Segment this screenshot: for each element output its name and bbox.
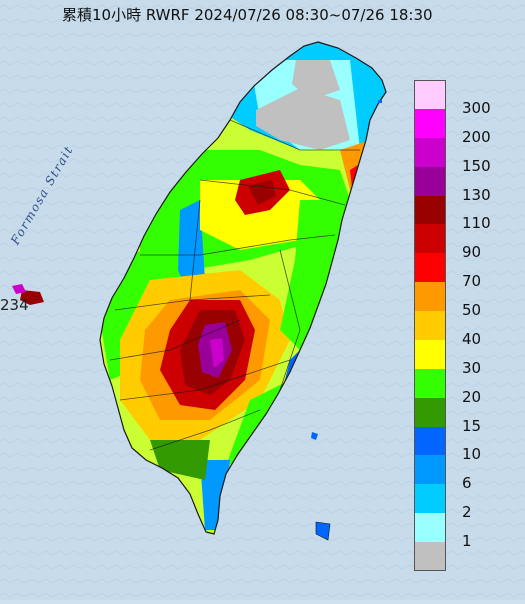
legend-label: 1 xyxy=(462,532,472,551)
legend-label: 20 xyxy=(462,387,482,406)
legend-swatch xyxy=(414,368,446,398)
green-island xyxy=(315,521,331,541)
legend-label: 150 xyxy=(462,156,491,175)
rainfall-legend: 300 200 150 130 110 90 70 50 40 30 20 15 10 6 2 1 xyxy=(412,80,518,571)
legend-label: 90 xyxy=(462,243,482,262)
legend-label: 2 xyxy=(462,503,472,522)
orchid-island xyxy=(311,432,318,440)
legend-swatch xyxy=(414,484,446,514)
legend-swatch xyxy=(414,426,446,456)
offshore-max-value: 234 xyxy=(0,296,29,314)
legend-swatch xyxy=(414,137,446,167)
legend-swatch xyxy=(414,195,446,225)
legend-swatch xyxy=(414,166,446,196)
legend-label: 6 xyxy=(462,474,472,493)
legend-swatch xyxy=(414,108,446,138)
legend-swatch xyxy=(414,311,446,340)
penghu-islands xyxy=(20,290,44,305)
legend-label: 10 xyxy=(462,445,482,464)
legend-label: 50 xyxy=(462,301,482,320)
legend-swatch xyxy=(414,397,446,427)
legend-label: 130 xyxy=(462,185,491,204)
legend-swatch xyxy=(414,253,446,283)
turtle-island xyxy=(378,100,382,103)
legend-swatch xyxy=(414,513,446,543)
penghu-purple xyxy=(12,284,26,294)
legend-label: 15 xyxy=(462,416,482,435)
legend-label: 40 xyxy=(462,329,482,348)
legend-label: 70 xyxy=(462,272,482,291)
map-title: 累積10小時 RWRF 2024/07/26 08:30~07/26 18:30 xyxy=(62,6,433,24)
legend-swatch xyxy=(414,455,446,485)
legend-label: 200 xyxy=(462,127,491,146)
legend-label: 30 xyxy=(462,358,482,377)
legend-swatch xyxy=(414,80,446,109)
legend-swatch xyxy=(414,339,446,369)
legend-label: 110 xyxy=(462,214,491,233)
county-boundaries xyxy=(109,119,360,451)
legend-swatch xyxy=(414,224,446,254)
legend-label: 300 xyxy=(462,98,491,117)
legend-swatch xyxy=(414,282,446,312)
legend-swatch xyxy=(414,542,446,571)
